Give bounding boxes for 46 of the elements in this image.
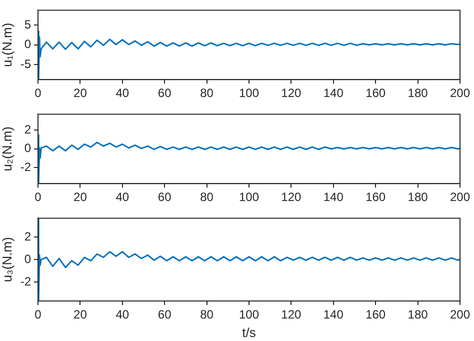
x-tick-label: 20 xyxy=(74,190,88,204)
x-tick-label: 120 xyxy=(281,190,302,204)
x-tick-label: 200 xyxy=(450,86,470,100)
x-tick-label: 60 xyxy=(158,308,172,322)
x-tick-label: 180 xyxy=(408,86,428,100)
x-tick-label: 120 xyxy=(281,86,302,100)
y-tick-label: 0 xyxy=(24,141,32,156)
y-axis-title: u₂(N.m) xyxy=(0,126,14,172)
y-tick-label: -2 xyxy=(20,160,32,174)
x-tick-label: 200 xyxy=(450,190,470,204)
y-tick-label: 0 xyxy=(24,37,32,52)
x-axis-title: t/s xyxy=(242,324,256,340)
x-tick-label: 0 xyxy=(34,308,42,322)
y-tick-label: -2 xyxy=(20,274,32,288)
x-tick-label: 100 xyxy=(238,190,260,204)
x-tick-label: 100 xyxy=(238,86,260,100)
y-tick-label: 2 xyxy=(24,230,32,244)
y-axis-title: u₃(N.m) xyxy=(0,237,14,282)
x-tick-label: 120 xyxy=(281,308,302,322)
x-tick-label: 160 xyxy=(366,86,386,100)
y-tick-label: 0 xyxy=(24,252,32,266)
x-tick-label: 200 xyxy=(450,308,470,322)
x-tick-label: 180 xyxy=(408,308,428,322)
x-tick-label: 180 xyxy=(408,190,428,204)
y-tick-label: 5 xyxy=(24,17,32,32)
x-tick-label: 20 xyxy=(74,86,88,100)
x-tick-label: 60 xyxy=(158,86,172,100)
x-tick-label: 80 xyxy=(200,308,214,322)
y-tick-label: -5 xyxy=(20,56,32,71)
y-axis-title: u₁(N.m) xyxy=(0,22,14,67)
x-tick-label: 40 xyxy=(116,86,130,100)
x-tick-label: 140 xyxy=(323,308,344,322)
x-tick-label: 160 xyxy=(366,308,386,322)
x-tick-label: 140 xyxy=(323,190,344,204)
x-tick-label: 60 xyxy=(158,190,172,204)
x-tick-label: 100 xyxy=(238,308,260,322)
x-tick-label: 0 xyxy=(34,86,42,100)
x-tick-label: 0 xyxy=(34,190,42,204)
x-tick-label: 20 xyxy=(74,308,88,322)
x-tick-label: 160 xyxy=(366,190,386,204)
x-tick-label: 40 xyxy=(116,190,130,204)
x-tick-label: 80 xyxy=(200,86,214,100)
y-tick-label: 2 xyxy=(24,122,32,136)
x-tick-label: 80 xyxy=(200,190,214,204)
x-tick-label: 40 xyxy=(116,308,130,322)
x-tick-label: 140 xyxy=(323,86,344,100)
